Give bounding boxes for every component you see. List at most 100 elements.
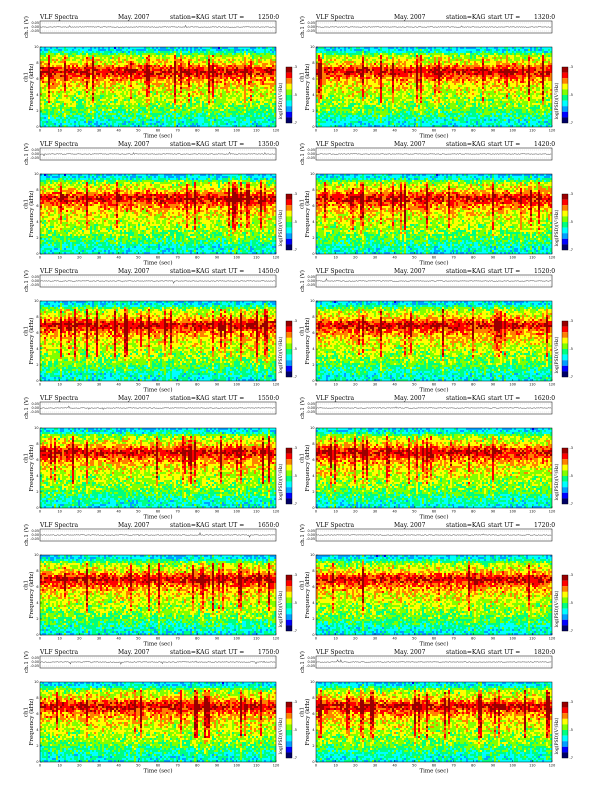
spectrogram-cell bbox=[266, 101, 269, 104]
spectrogram-cell bbox=[242, 123, 245, 126]
waveform-trace bbox=[315, 25, 552, 28]
spectrogram-cell bbox=[102, 109, 105, 112]
spectrogram-cell bbox=[222, 111, 225, 114]
spectrogram-cell bbox=[244, 85, 247, 88]
spectrogram-cell bbox=[194, 97, 197, 100]
spectrogram-cell bbox=[152, 89, 155, 92]
spectrogram-cell bbox=[234, 113, 237, 116]
spectrogram-cell bbox=[270, 105, 273, 108]
spectrogram-cell bbox=[116, 121, 119, 124]
spectrogram-cell bbox=[232, 55, 235, 58]
spectrogram-cell bbox=[64, 65, 67, 68]
spectrogram-cell bbox=[160, 75, 163, 78]
spectrogram-cell bbox=[52, 119, 55, 122]
spectrogram-cell bbox=[264, 83, 267, 86]
spectrogram-cell bbox=[272, 81, 275, 84]
spectrogram-cell bbox=[232, 71, 235, 74]
spectrogram-cell bbox=[100, 77, 103, 80]
spectrogram-cell bbox=[224, 95, 227, 98]
spectrogram-cell bbox=[62, 119, 65, 122]
spectrogram-cell bbox=[100, 125, 103, 128]
spectrogram-cell bbox=[220, 71, 223, 74]
colorbar-segment bbox=[286, 111, 292, 118]
spectrogram-cell bbox=[56, 105, 59, 108]
spectrogram-cell bbox=[132, 109, 135, 112]
spectrogram-cell bbox=[80, 107, 83, 110]
spectrogram-cell bbox=[180, 91, 183, 94]
spectrogram-cell bbox=[180, 117, 183, 120]
x-tick-label: 100 bbox=[233, 129, 239, 133]
spectrogram-cell bbox=[274, 65, 277, 68]
spectrogram-cell bbox=[122, 95, 125, 98]
spectrogram-cell bbox=[88, 115, 91, 118]
spectrogram-cell bbox=[234, 49, 237, 52]
spectrogram-cell bbox=[178, 125, 181, 128]
spectrogram-cell bbox=[86, 95, 89, 98]
spectrogram-cell bbox=[176, 57, 179, 60]
spectrogram-cell bbox=[254, 111, 257, 114]
spectrogram-cell bbox=[182, 83, 185, 86]
spectrogram-cell bbox=[146, 103, 149, 106]
spectrogram-cell bbox=[176, 73, 179, 76]
spectrogram-cell bbox=[266, 87, 269, 90]
spectrogram-cell bbox=[246, 59, 249, 62]
spectrogram-cell bbox=[140, 105, 143, 108]
x-tick-label: 90 bbox=[215, 129, 219, 133]
spectrogram-cell bbox=[60, 89, 63, 92]
spectrogram-cell bbox=[378, 47, 381, 50]
spectrogram-cell bbox=[256, 47, 259, 50]
spectrogram-cell bbox=[140, 55, 143, 58]
spectrogram-cell bbox=[84, 57, 87, 60]
spectrogram-cell bbox=[214, 117, 217, 120]
spectrogram-cell bbox=[124, 123, 127, 126]
spectrogram-cell bbox=[256, 93, 259, 96]
spectrogram-cell bbox=[182, 95, 185, 98]
spectrogram-cell bbox=[54, 113, 57, 116]
spectrogram-cell bbox=[64, 71, 67, 74]
spectrogram-cell bbox=[258, 101, 261, 104]
spectrogram-cell bbox=[56, 81, 59, 84]
spectrogram-cell bbox=[54, 95, 57, 98]
spectrogram-cell bbox=[62, 115, 65, 118]
spectrogram-cell bbox=[80, 111, 83, 114]
spectrogram-cell bbox=[116, 83, 119, 86]
spectrogram-cell bbox=[108, 95, 111, 98]
spectrogram-cell bbox=[142, 73, 145, 76]
spectrogram-cell bbox=[244, 111, 247, 114]
spectrogram-cell bbox=[120, 123, 123, 126]
spectrogram-cell bbox=[94, 93, 97, 96]
spectrogram-cell bbox=[268, 91, 271, 94]
spectrogram-cell bbox=[42, 103, 45, 106]
spectrogram-cell bbox=[154, 109, 157, 112]
spectrogram-cell bbox=[44, 113, 47, 116]
spectrogram-cell bbox=[200, 65, 203, 68]
spectrogram-cell bbox=[146, 117, 149, 120]
spectrogram-cell bbox=[184, 73, 187, 76]
spectrogram-cell bbox=[168, 125, 171, 128]
spectrogram-cell bbox=[238, 69, 241, 72]
spectrogram-cell bbox=[48, 103, 51, 106]
spectrogram-cell bbox=[114, 63, 117, 66]
spectrogram-cell bbox=[84, 97, 87, 100]
spectrogram-cell bbox=[138, 59, 141, 62]
spectrogram-cell bbox=[188, 97, 191, 100]
spectrogram-cell bbox=[48, 111, 51, 114]
spectrogram-cell bbox=[82, 79, 85, 82]
spectrogram-cell bbox=[188, 79, 191, 82]
spectrogram-cell bbox=[152, 71, 155, 74]
spectrogram-cell bbox=[128, 65, 131, 68]
spectrogram-cell bbox=[146, 81, 149, 84]
spectrogram-cell bbox=[226, 69, 229, 72]
spectrogram-cell bbox=[246, 113, 249, 116]
spectrogram-cell bbox=[172, 101, 175, 104]
spectrogram-cell bbox=[248, 99, 251, 102]
spectrogram-cell bbox=[54, 71, 57, 74]
spectrogram-cell bbox=[118, 67, 121, 70]
spectrogram-cell bbox=[218, 77, 221, 80]
spectrogram-cell bbox=[268, 117, 271, 120]
spectrogram-cell bbox=[76, 67, 79, 70]
spectrogram-cell bbox=[144, 97, 147, 100]
spectrogram-cell bbox=[112, 75, 115, 78]
spectrogram-cell bbox=[100, 115, 103, 118]
spectrogram-cell bbox=[204, 115, 207, 118]
